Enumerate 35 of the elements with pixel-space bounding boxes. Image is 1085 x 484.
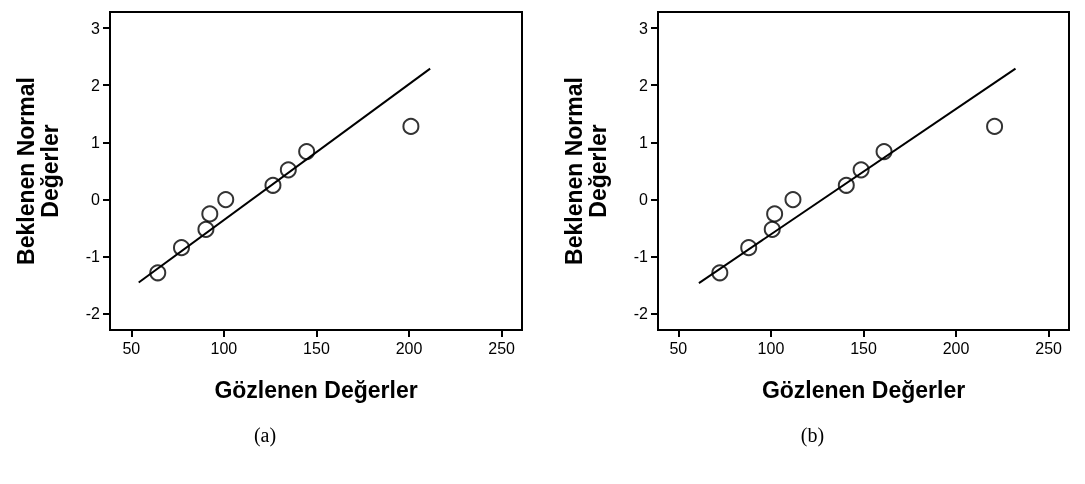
x-axis-title: Gözlenen Değerler: [214, 376, 418, 403]
point: [298, 143, 316, 161]
y-tick-label: -1: [85, 248, 101, 266]
y-tick-label: -2: [85, 305, 101, 323]
y-tick-label: 1: [91, 133, 101, 151]
y-tick-label: 0: [91, 191, 101, 209]
y-tick-label: 1: [639, 133, 649, 151]
x-tick-label: 200: [942, 339, 970, 357]
point: [766, 205, 784, 223]
point: [217, 191, 235, 209]
x-tick-label: 50: [669, 339, 688, 357]
y-tick-label: 3: [639, 19, 649, 37]
point: [201, 205, 219, 223]
text: (b): [800, 424, 825, 447]
text: (a): [253, 424, 277, 447]
x-tick-label: 100: [757, 339, 785, 357]
y-axis-title: Beklenen Normal Değerler: [561, 77, 611, 265]
x-tick-label: 250: [1035, 339, 1063, 357]
x-tick-label: 100: [210, 339, 238, 357]
y-axis-title: Beklenen Normal Değerler: [13, 77, 63, 265]
x-tick-label: 150: [850, 339, 877, 357]
y-tick-label: 2: [639, 76, 649, 94]
x-tick-label: 150: [303, 339, 330, 357]
point: [784, 191, 802, 209]
point: [986, 117, 1004, 135]
y-tick-label: 0: [639, 191, 649, 209]
y-tick-label: 3: [91, 19, 101, 37]
x-tick-label: 50: [122, 339, 141, 357]
y-tick-label: -2: [633, 305, 649, 323]
x-tick-label: 250: [488, 339, 516, 357]
x-axis-title: Gözlenen Değerler: [761, 376, 966, 403]
y-tick-label: -1: [633, 248, 649, 266]
y-tick-label: 2: [91, 76, 101, 94]
x-tick-label: 200: [395, 339, 423, 357]
point: [402, 117, 420, 135]
